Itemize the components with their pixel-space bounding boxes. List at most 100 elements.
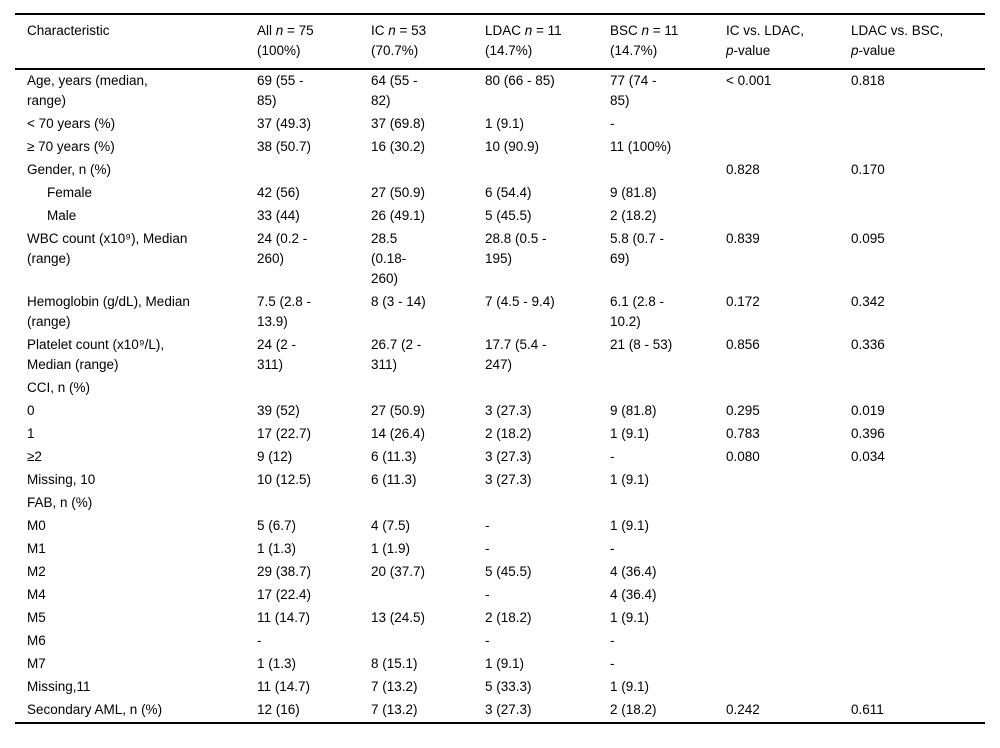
table-cell: - — [610, 541, 615, 556]
table-cell: 6 (54.4) — [485, 185, 532, 200]
table-row: FAB, n (%) — [15, 492, 985, 515]
table-cell: 69 (55 - 85) — [257, 73, 304, 108]
table-cell: - — [485, 633, 490, 648]
table-cell — [726, 538, 851, 561]
table-cell — [851, 561, 985, 584]
table-cell: 3 (27.3) — [485, 403, 532, 418]
table-cell: 80 (66 - 85) — [485, 73, 555, 88]
row-label: Female — [47, 185, 93, 200]
table-cell: 1 (9.1) — [610, 518, 650, 533]
table-cell: 3 (27.3) — [485, 702, 532, 717]
table-cell: 0.828 — [726, 162, 760, 177]
column-header: Characteristic — [15, 14, 257, 70]
table-cell — [371, 630, 485, 653]
table-row: 1 17 (22.7) 14 (26.4) 2 (18.2) 1 (9.1) 0.783 0… — [15, 423, 985, 446]
table-cell: 0.034 — [851, 449, 885, 464]
table-cell: 27 (50.9) — [371, 185, 426, 200]
table-cell: 2 (18.2) — [610, 702, 657, 717]
table-cell: 28.8 (0.5 - 195) — [485, 231, 547, 266]
row-label: M7 — [27, 656, 46, 671]
table-cell: 0.095 — [851, 231, 885, 246]
table-cell: 1 (1.3) — [257, 541, 297, 556]
table-cell: 7 (4.5 - 9.4) — [485, 294, 555, 309]
table-cell: 33 (44) — [257, 208, 300, 223]
row-label: Age, years (median, range) — [27, 73, 148, 108]
table-cell: 29 (38.7) — [257, 564, 312, 579]
column-header: LDAC n = 11 (14.7%) — [485, 14, 610, 70]
table-cell: 0.172 — [726, 294, 760, 309]
row-label: < 70 years (%) — [27, 116, 116, 131]
table-cell — [485, 492, 610, 515]
table-cell: 21 (8 - 53) — [610, 337, 673, 352]
table-header: Characteristic All n = 75 (100%) IC n = 53… — [15, 14, 985, 70]
table-cell: 0.342 — [851, 294, 885, 309]
table-row: M7 1 (1.3) 8 (15.1) 1 (9.1) - — [15, 653, 985, 676]
table-cell: 0.839 — [726, 231, 760, 246]
table-cell: 42 (56) — [257, 185, 300, 200]
table-cell: 26 (49.1) — [371, 208, 426, 223]
table-cell — [851, 607, 985, 630]
row-label: ≥ 70 years (%) — [27, 139, 115, 154]
table-row: CCI, n (%) — [15, 377, 985, 400]
table-cell — [371, 492, 485, 515]
table-cell — [610, 377, 726, 400]
table-cell: 10 (90.9) — [485, 139, 540, 154]
column-header: IC n = 53 (70.7%) — [371, 14, 485, 70]
table-cell: 37 (49.3) — [257, 116, 312, 131]
table-cell: 3 (27.3) — [485, 449, 532, 464]
table-cell: - — [610, 116, 615, 131]
table-cell: 12 (16) — [257, 702, 300, 717]
column-header: All n = 75 (100%) — [257, 14, 371, 70]
table-cell: - — [485, 587, 490, 602]
table-row: 0 39 (52) 27 (50.9) 3 (27.3) 9 (81.8) 0.295 0.… — [15, 400, 985, 423]
table-cell: - — [610, 633, 615, 648]
column-header: LDAC vs. BSC, p-value — [851, 14, 985, 70]
table-cell — [726, 607, 851, 630]
table-cell — [485, 377, 610, 400]
table-row: Age, years (median, range) 69 (55 - 85) 64… — [15, 69, 985, 113]
table-cell: 7 (13.2) — [371, 679, 418, 694]
row-label: Missing, 10 — [27, 472, 96, 487]
table-cell: 11 (100%) — [610, 139, 672, 154]
row-label: CCI, n (%) — [27, 380, 91, 395]
table-cell: 11 (14.7) — [257, 610, 311, 625]
table-cell: 8 (3 - 14) — [371, 294, 426, 309]
table-cell: 14 (26.4) — [371, 426, 426, 441]
patient-characteristics-table: Characteristic All n = 75 (100%) IC n = 53… — [15, 13, 985, 724]
table-cell: 13 (24.5) — [371, 610, 426, 625]
table-cell — [851, 492, 985, 515]
table-cell — [726, 584, 851, 607]
table-cell: 0.170 — [851, 162, 885, 177]
table-cell: 7 (13.2) — [371, 702, 418, 717]
table-cell — [726, 653, 851, 676]
table-cell — [851, 515, 985, 538]
row-label: M5 — [27, 610, 46, 625]
table-cell: 1 (1.9) — [371, 541, 411, 556]
table-cell — [726, 515, 851, 538]
document-page: Characteristic All n = 75 (100%) IC n = 53… — [15, 13, 985, 724]
table-cell: 6 (11.3) — [371, 449, 417, 464]
table-cell: 8 (15.1) — [371, 656, 418, 671]
table-cell — [726, 561, 851, 584]
table-cell: 4 (36.4) — [610, 587, 657, 602]
table-cell: - — [257, 633, 262, 648]
table-cell — [851, 182, 985, 205]
table-row: M5 11 (14.7) 13 (24.5) 2 (18.2) 1 (9.1) — [15, 607, 985, 630]
table-cell: 7.5 (2.8 - 13.9) — [257, 294, 312, 329]
row-label: Secondary AML, n (%) — [27, 702, 163, 717]
table-cell: 64 (55 - 82) — [371, 73, 418, 108]
table-cell: - — [610, 656, 615, 671]
table-cell: 1 (9.1) — [610, 679, 650, 694]
table-cell: 0.818 — [851, 73, 885, 88]
table-cell: 9 (12) — [257, 449, 293, 464]
table-cell: - — [485, 518, 490, 533]
table-cell — [726, 377, 851, 400]
table-row: Female 42 (56) 27 (50.9) 6 (54.4) 9 (81.8) — [15, 182, 985, 205]
table-row: M2 29 (38.7) 20 (37.7) 5 (45.5) 4 (36.4) — [15, 561, 985, 584]
table-cell: 2 (18.2) — [485, 426, 532, 441]
table-cell: 0.611 — [851, 702, 884, 717]
table-row: M0 5 (6.7) 4 (7.5) - 1 (9.1) — [15, 515, 985, 538]
table-cell — [257, 377, 371, 400]
table-cell: 5 (6.7) — [257, 518, 297, 533]
table-cell — [851, 113, 985, 136]
